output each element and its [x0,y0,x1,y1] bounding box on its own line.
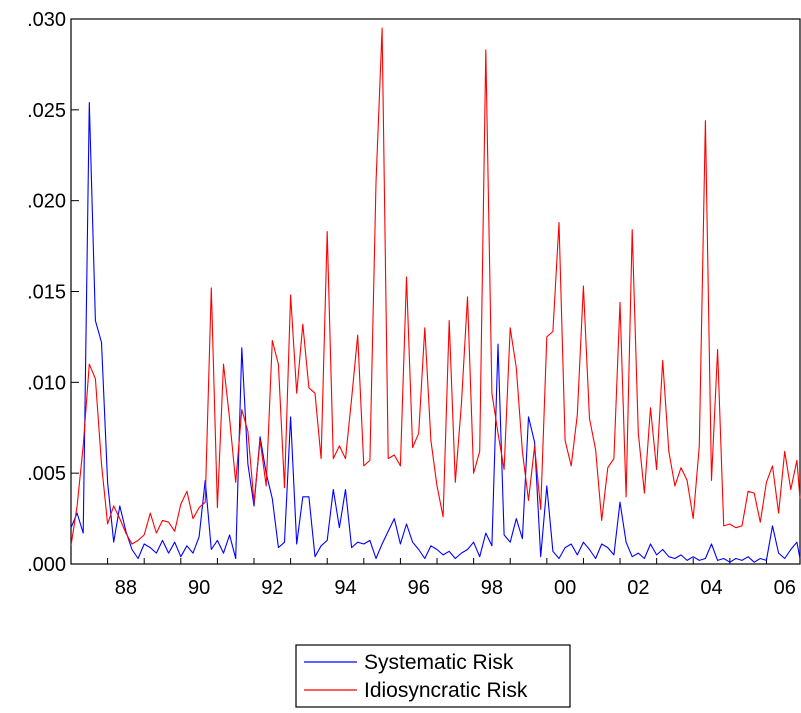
legend-label-systematic-risk: Systematic Risk [364,651,514,674]
x-tick-label: 06 [774,577,796,599]
plot-area [70,18,801,565]
y-tick-label: .000 [27,554,66,576]
x-tick-label: 90 [188,577,210,599]
y-tick-label: .020 [27,191,66,213]
y-tick-label: .015 [27,282,66,304]
legend: Systematic Risk Idiosyncratic Risk [295,644,571,708]
y-tick-label: .005 [27,463,66,485]
x-tick-label: 04 [700,577,722,599]
series-line-idiosyncratic-risk [70,27,801,546]
x-tick-label: 92 [261,577,283,599]
x-tick-label: 88 [115,577,137,599]
legend-box [295,644,571,708]
x-tick-label: 94 [334,577,356,599]
y-axis: .000 .005 .010 .015 .020 .025 .030 [27,9,79,576]
y-tick-label: .010 [27,372,66,394]
x-axis: 88 90 92 94 96 98 00 02 04 06 [107,558,796,599]
legend-label-idiosyncratic-risk: Idiosyncratic Risk [364,679,528,702]
x-tick-label: 98 [481,577,503,599]
x-tick-label: 96 [408,577,430,599]
series-line-systematic-risk [70,102,801,563]
y-tick-label: .030 [27,9,66,31]
y-tick-label: .025 [27,100,66,122]
x-tick-label: 02 [627,577,649,599]
x-tick-label: 00 [554,577,576,599]
series-lines [70,27,801,563]
